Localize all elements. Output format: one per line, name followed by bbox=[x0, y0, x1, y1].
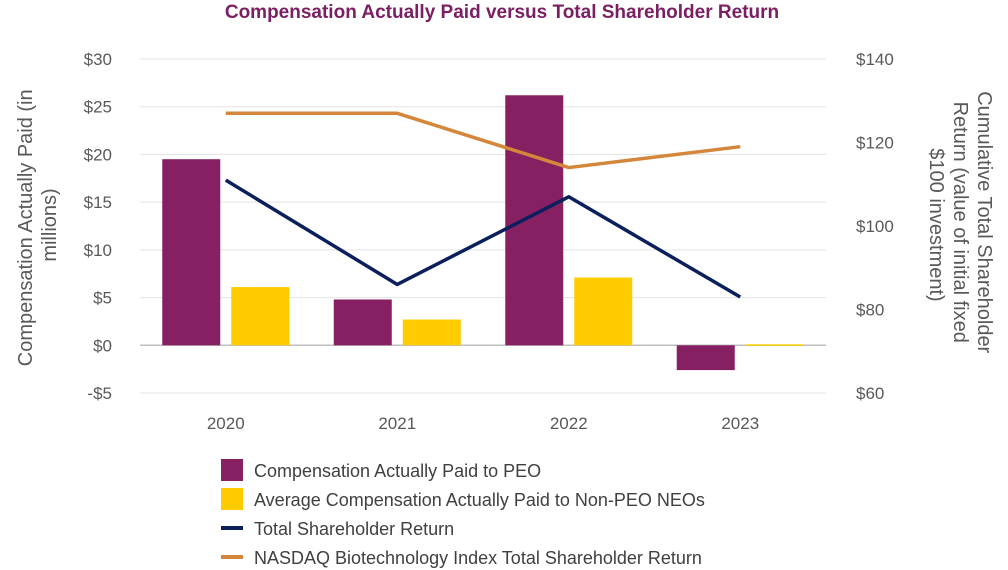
series-line bbox=[225, 111, 741, 170]
left-tick-label: $30 bbox=[84, 50, 112, 69]
bar bbox=[402, 319, 461, 346]
left-axis-label-line-2: millions) bbox=[39, 188, 61, 261]
x-tick-label: 2022 bbox=[550, 414, 588, 433]
left-tick-label: $10 bbox=[84, 241, 112, 260]
lines bbox=[224, 111, 742, 299]
left-tick-label: $15 bbox=[84, 193, 112, 212]
right-tick-label: $120 bbox=[856, 134, 894, 153]
left-tick-label: $25 bbox=[84, 98, 112, 117]
series-line bbox=[224, 178, 742, 299]
left-axis-label: Compensation Actually Paid (in millions) bbox=[15, 84, 61, 366]
right-tick-label: $140 bbox=[856, 50, 894, 69]
right-tick-label: $60 bbox=[856, 384, 884, 403]
bar bbox=[505, 95, 564, 346]
legend-swatch bbox=[221, 488, 243, 510]
legend: Compensation Actually Paid to PEO Average… bbox=[221, 459, 705, 568]
left-tick-label: $5 bbox=[93, 289, 112, 308]
x-tick-label: 2023 bbox=[721, 414, 759, 433]
right-axis-label: Cumulative Total Shareholder Return (val… bbox=[925, 91, 995, 359]
bar bbox=[162, 159, 221, 346]
chart-title: Compensation Actually Paid versus Total … bbox=[225, 2, 779, 23]
x-axis-ticks: 2020 2021 2022 2023 bbox=[207, 414, 759, 433]
legend-label: Compensation Actually Paid to PEO bbox=[254, 461, 541, 481]
x-tick-label: 2021 bbox=[378, 414, 416, 433]
legend-label: Average Compensation Actually Paid to No… bbox=[254, 490, 705, 510]
x-tick-label: 2020 bbox=[207, 414, 245, 433]
legend-label: NASDAQ Biotechnology Index Total Shareho… bbox=[254, 548, 702, 568]
bar bbox=[333, 299, 392, 346]
bars bbox=[162, 95, 804, 371]
bar bbox=[745, 344, 804, 346]
left-tick-label: $0 bbox=[93, 336, 112, 355]
right-tick-label: $100 bbox=[856, 217, 894, 236]
right-axis-ticks: $140 $120 $100 $80 $60 bbox=[856, 50, 894, 403]
right-tick-label: $80 bbox=[856, 301, 884, 320]
right-axis-label-line-2: Return (value of initial fixed bbox=[949, 102, 971, 343]
left-axis-ticks: $30 $25 $20 $15 $10 $5 $0 -$5 bbox=[84, 50, 112, 403]
left-axis-label-line-1: Compensation Actually Paid (in bbox=[15, 89, 37, 366]
legend-swatch bbox=[221, 459, 243, 481]
bar bbox=[676, 345, 735, 371]
right-axis-label-line-3: $100 investment) bbox=[925, 148, 947, 301]
bar bbox=[574, 277, 633, 346]
bar bbox=[231, 287, 290, 346]
legend-label: Total Shareholder Return bbox=[254, 519, 454, 539]
left-tick-label: -$5 bbox=[87, 384, 112, 403]
right-axis-label-line-1: Cumulative Total Shareholder bbox=[973, 91, 995, 353]
left-tick-label: $20 bbox=[84, 145, 112, 164]
